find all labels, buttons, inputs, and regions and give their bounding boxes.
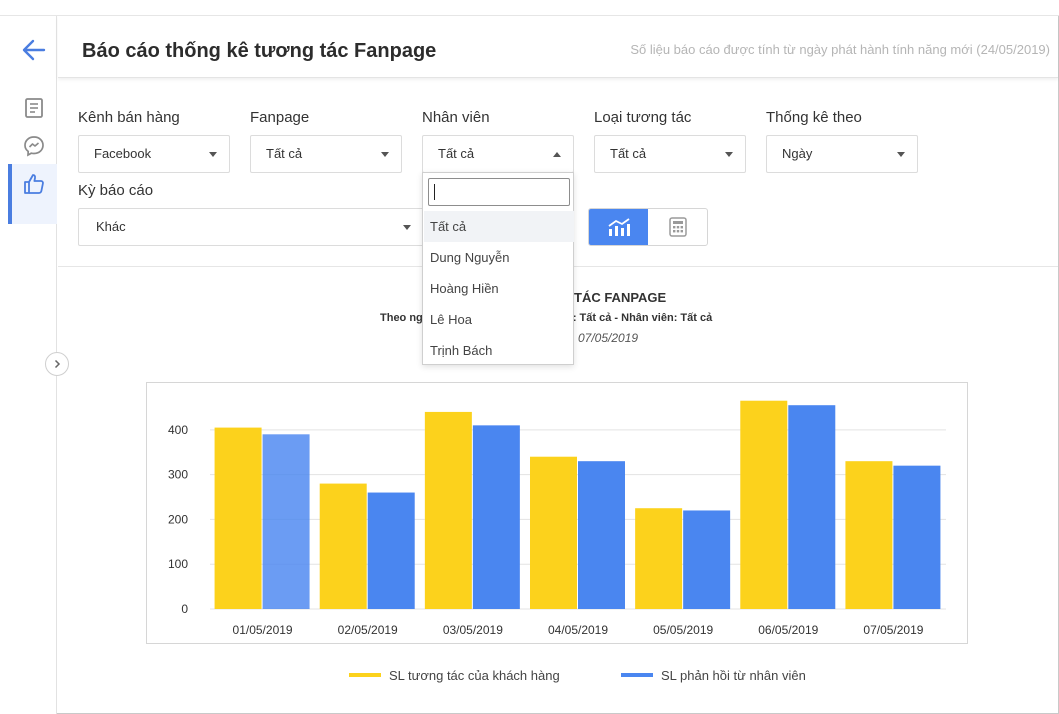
period-select[interactable]: Khác <box>78 208 424 246</box>
bar-customer <box>424 411 472 609</box>
bar-staff <box>367 492 415 609</box>
bar-staff <box>262 434 310 609</box>
sidebar-item-active[interactable] <box>8 164 57 224</box>
messenger-icon[interactable] <box>22 134 46 158</box>
x-tick-label: 02/05/2019 <box>338 623 398 637</box>
caret-down-icon <box>381 152 389 157</box>
caret-up-icon <box>553 152 561 157</box>
document-icon[interactable] <box>22 96 46 120</box>
bar-staff <box>683 510 731 609</box>
bar-customer <box>214 427 262 609</box>
legend-swatch-staff <box>621 673 653 677</box>
x-tick-label: 06/05/2019 <box>758 623 818 637</box>
dropdown-option[interactable]: Dung Nguyễn <box>430 250 510 265</box>
view-toggle <box>588 208 708 246</box>
x-tick-label: 01/05/2019 <box>233 623 293 637</box>
fanpage-select[interactable]: Tất cả <box>250 135 402 173</box>
staff-select[interactable]: Tất cả <box>422 135 574 173</box>
page-title: Báo cáo thống kê tương tác Fanpage <box>82 40 437 62</box>
bar-customer <box>319 483 367 609</box>
staff-label: Nhân viên <box>422 109 490 126</box>
bar-customer <box>845 461 893 609</box>
x-tick-label: 03/05/2019 <box>443 623 503 637</box>
caret-down-icon <box>897 152 905 157</box>
arrow-left-icon[interactable] <box>20 36 48 64</box>
expand-sidebar-button[interactable] <box>45 352 69 376</box>
interaction-type-value: Tất cả <box>610 146 647 161</box>
channel-select[interactable]: Facebook <box>78 135 230 173</box>
chart-subtitle-left: Theo ng <box>380 312 423 324</box>
stat-by-value: Ngày <box>782 146 813 161</box>
bar-staff <box>788 405 836 609</box>
chevron-right-icon <box>54 359 61 369</box>
chart-date: 07/05/2019 <box>578 331 639 345</box>
fanpage-label: Fanpage <box>250 109 310 126</box>
table-view-button[interactable] <box>648 209 707 245</box>
stat-by-select[interactable]: Ngày <box>766 135 918 173</box>
channel-value: Facebook <box>94 146 152 161</box>
legend-item-staff[interactable]: SL phản hồi từ nhân viên <box>621 666 806 684</box>
bar-customer <box>740 400 788 609</box>
caret-down-icon <box>209 152 217 157</box>
text-cursor <box>434 184 435 200</box>
y-tick-label: 100 <box>168 557 188 571</box>
top-bar <box>0 0 1059 16</box>
channel-label: Kênh bán hàng <box>78 109 180 126</box>
bar-customer <box>635 508 683 609</box>
fanpage-value: Tất cả <box>266 146 303 161</box>
thumbs-up-icon[interactable] <box>22 172 46 196</box>
interaction-type-label: Loại tương tác <box>594 109 692 126</box>
caret-down-icon <box>725 152 733 157</box>
stat-by-label: Thống kê theo <box>766 109 862 126</box>
y-tick-label: 0 <box>181 602 188 616</box>
period-value: Khác <box>96 219 126 234</box>
interaction-type-select[interactable]: Tất cả <box>594 135 746 173</box>
dropdown-option[interactable]: Trịnh Bách <box>430 343 493 358</box>
x-tick-label: 07/05/2019 <box>863 623 923 637</box>
chart-view-button[interactable] <box>589 209 648 245</box>
staff-search-input[interactable] <box>428 178 570 206</box>
chart-title: TÁC FANPAGE <box>574 290 667 305</box>
dropdown-option[interactable]: Tất cả <box>424 211 574 242</box>
y-tick-label: 200 <box>168 512 188 526</box>
bar-staff <box>893 465 941 609</box>
staff-value: Tất cả <box>438 146 475 161</box>
period-label: Kỳ báo cáo <box>78 182 154 199</box>
y-tick-label: 300 <box>168 468 188 482</box>
legend-label-customer: SL tương tác của khách hàng <box>389 667 560 683</box>
x-tick-label: 04/05/2019 <box>548 623 608 637</box>
x-tick-label: 05/05/2019 <box>653 623 713 637</box>
page-note: Số liệu báo cáo được tính từ ngày phát h… <box>630 42 1050 57</box>
calculator-icon <box>668 217 687 237</box>
legend-label-staff: SL phản hồi từ nhân viên <box>661 667 806 683</box>
bar-customer <box>530 456 577 609</box>
chart-icon <box>607 218 630 236</box>
bar-staff <box>578 461 625 609</box>
legend-item-customer[interactable]: SL tương tác của khách hàng <box>349 666 560 684</box>
dropdown-option[interactable]: Hoàng Hiền <box>430 281 499 296</box>
y-tick-label: 400 <box>168 423 188 437</box>
dropdown-option[interactable]: Lê Hoa <box>430 312 472 327</box>
bar-staff <box>472 425 520 609</box>
page-header: Báo cáo thống kê tương tác Fanpage Số li… <box>58 16 1058 78</box>
legend-swatch-customer <box>349 673 381 677</box>
staff-dropdown: Tất cả Dung Nguyễn Hoàng Hiền Lê Hoa Trị… <box>422 172 574 365</box>
bar-chart: 0 100 200 300 400 01/05/2019 02/05/2019 03/05/2… <box>168 400 946 637</box>
caret-down-icon <box>403 225 411 230</box>
chart-subtitle-right: ge: Tất cả - Nhân viên: Tất cả <box>560 312 713 324</box>
